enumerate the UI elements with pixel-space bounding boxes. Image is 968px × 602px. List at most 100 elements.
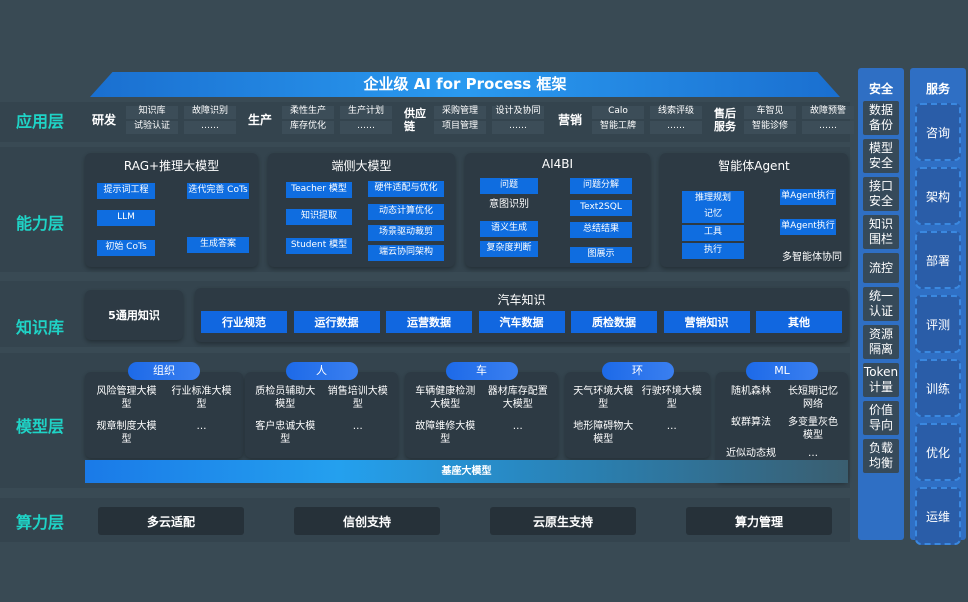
app-item[interactable]: …… (340, 121, 392, 134)
security-item[interactable]: 资源隔离 (863, 325, 899, 359)
capability-step[interactable]: Teacher 模型 (286, 182, 352, 198)
capability-step[interactable]: 场景驱动裁剪 (368, 225, 444, 241)
model-item[interactable]: … (666, 421, 677, 432)
model-item[interactable]: 地形障碍物大模型 (573, 421, 634, 445)
capability-step[interactable]: 执行 (682, 243, 744, 259)
app-item[interactable]: …… (184, 121, 236, 134)
model-item[interactable]: 天气环境大模型 (573, 386, 634, 410)
capability-step[interactable]: 复杂度判断 (480, 241, 538, 257)
app-item[interactable]: 生产计划 (340, 106, 392, 119)
model-item[interactable]: 行业标准大模型 (171, 386, 232, 410)
app-item[interactable]: …… (492, 121, 544, 134)
security-item[interactable]: 数据备份 (863, 101, 899, 135)
app-item[interactable]: …… (650, 121, 702, 134)
security-item[interactable]: 价值导向 (863, 401, 899, 435)
model-item[interactable]: 故障维修大模型 (415, 421, 476, 445)
app-item[interactable]: 采购管理 (434, 106, 486, 119)
model-item[interactable]: 规章制度大模型 (96, 421, 157, 445)
app-item[interactable]: 知识库 (126, 106, 178, 119)
capability-step[interactable]: 初始 CoTs (97, 240, 155, 256)
model-group-pill[interactable]: 环 (601, 362, 674, 380)
model-item[interactable]: 蚁群算法 (731, 417, 771, 428)
service-item[interactable]: 评测 (915, 295, 961, 353)
model-item[interactable]: 风险管理大模型 (96, 386, 157, 410)
model-item[interactable]: 客户忠诚大模型 (255, 421, 316, 445)
security-item[interactable]: 接口安全 (863, 177, 899, 211)
model-item[interactable]: 销售培训大模型 (327, 386, 388, 410)
capability-step[interactable]: LLM (97, 210, 155, 226)
capability-step[interactable]: Text2SQL (570, 200, 632, 216)
knowledge-item[interactable]: 运营数据 (386, 311, 472, 333)
capability-step[interactable]: Student 模型 (286, 238, 352, 254)
capability-step[interactable]: 迭代完善 CoTs (187, 183, 249, 199)
compute-item[interactable]: 云原生支持 (490, 507, 636, 535)
service-item[interactable]: 优化 (915, 423, 961, 481)
capability-step[interactable]: 硬件适配与优化 (368, 181, 444, 197)
app-item[interactable]: 智能诊修 (744, 121, 796, 134)
capability-step[interactable]: 总结结果 (570, 222, 632, 238)
capability-step[interactable]: 单Agent执行 (780, 219, 836, 235)
model-item[interactable]: 车辆健康检测大模型 (415, 386, 476, 410)
capability-step[interactable]: 语义生成 (480, 221, 538, 237)
model-group-pill[interactable]: ML (746, 362, 818, 380)
capability-step[interactable]: 问题 (480, 178, 538, 194)
app-item[interactable]: 试验认证 (126, 121, 178, 134)
model-item[interactable]: 长短期记忆网络 (788, 386, 838, 410)
knowledge-item[interactable]: 营销知识 (663, 311, 750, 333)
knowledge-item[interactable]: 汽车数据 (478, 311, 565, 333)
capability-step[interactable]: 端云协同架构 (368, 245, 444, 261)
app-item[interactable]: 智能工牌 (592, 121, 644, 134)
app-item[interactable]: 线索评级 (650, 106, 702, 119)
model-item[interactable]: 行驶环境大模型 (641, 386, 702, 410)
model-item[interactable]: … (352, 421, 363, 432)
security-item[interactable]: Token计量 (863, 363, 899, 397)
security-item[interactable]: 统一认证 (863, 287, 899, 321)
knowledge-item[interactable]: 运行数据 (293, 311, 380, 333)
app-item[interactable]: 车智见 (744, 106, 796, 119)
service-item[interactable]: 运维 (915, 487, 961, 545)
model-item[interactable]: … (808, 448, 818, 459)
service-item[interactable]: 咨询 (915, 103, 961, 161)
compute-item[interactable]: 信创支持 (294, 507, 440, 535)
capability-step[interactable]: 知识提取 (286, 209, 352, 225)
app-item[interactable]: 库存优化 (282, 121, 334, 134)
capability-step[interactable]: 提示词工程 (97, 183, 155, 199)
model-item[interactable]: 随机森林 (731, 386, 771, 397)
capability-step[interactable]: 推理规划 (682, 191, 744, 207)
model-group-pill[interactable]: 组织 (128, 362, 200, 380)
model-item[interactable]: … (512, 421, 523, 432)
app-item[interactable]: 故障识别 (184, 106, 236, 119)
app-item[interactable]: Calo (592, 106, 644, 119)
model-group-pill[interactable]: 人 (285, 362, 358, 380)
capability-step[interactable]: 图展示 (570, 247, 632, 263)
capability-step[interactable]: 意图识别 (489, 199, 529, 210)
capability-step[interactable]: 单Agent执行 (780, 189, 836, 205)
compute-item[interactable]: 算力管理 (686, 507, 832, 535)
model-item[interactable]: 多变量灰色模型 (788, 417, 838, 441)
capability-step[interactable]: 工具 (682, 225, 744, 241)
security-item[interactable]: 模型安全 (863, 139, 899, 173)
security-item[interactable]: 流控 (863, 253, 899, 283)
app-item[interactable]: 设计及协同 (492, 106, 544, 119)
capability-step[interactable]: 记忆 (682, 207, 744, 223)
app-item[interactable]: 柔性生产 (282, 106, 334, 119)
app-item[interactable]: …… (802, 121, 854, 134)
knowledge-item[interactable]: 质检数据 (571, 311, 657, 333)
app-item[interactable]: 故障预警 (802, 106, 854, 119)
service-item[interactable]: 部署 (915, 231, 961, 289)
app-item[interactable]: 项目管理 (434, 121, 486, 134)
security-item[interactable]: 负载均衡 (863, 439, 899, 473)
model-item[interactable]: 质检员辅助大模型 (255, 386, 316, 410)
model-item[interactable]: … (196, 421, 207, 432)
service-item[interactable]: 训练 (915, 359, 961, 417)
knowledge-item[interactable]: 行业规范 (201, 311, 287, 333)
compute-item[interactable]: 多云适配 (98, 507, 244, 535)
service-item[interactable]: 架构 (915, 167, 961, 225)
model-group-pill[interactable]: 车 (445, 362, 518, 380)
capability-step[interactable]: 动态计算优化 (368, 204, 444, 220)
capability-step[interactable]: 问题分解 (570, 178, 632, 194)
model-item[interactable]: 器材库存配置大模型 (487, 386, 548, 410)
security-item[interactable]: 知识围栏 (863, 215, 899, 249)
capability-step[interactable]: 生成答案 (187, 237, 249, 253)
knowledge-item[interactable]: 其他 (756, 311, 842, 333)
